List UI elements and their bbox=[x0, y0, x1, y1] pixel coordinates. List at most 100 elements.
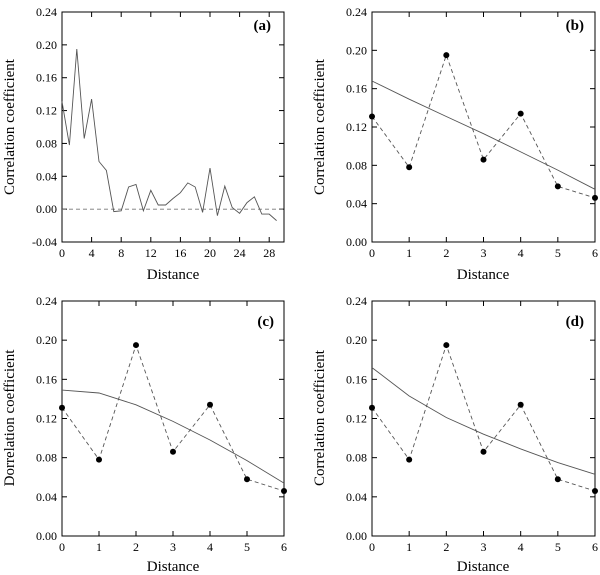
panel-label: (d) bbox=[566, 314, 584, 330]
x-tick-label: 3 bbox=[481, 540, 487, 554]
x-tick-label: 0 bbox=[59, 540, 65, 554]
data-point-observed bbox=[281, 487, 287, 494]
x-tick-label: 0 bbox=[59, 246, 65, 260]
x-tick-label: 4 bbox=[518, 246, 524, 260]
y-tick-label: 0.12 bbox=[36, 104, 57, 118]
x-tick-label: 2 bbox=[133, 540, 139, 554]
data-point-observed bbox=[592, 487, 598, 494]
x-axis-title: Distance bbox=[147, 559, 200, 575]
data-point-observed bbox=[133, 342, 139, 349]
y-tick-label: 0.16 bbox=[36, 372, 57, 386]
x-tick-label: 28 bbox=[263, 246, 275, 260]
series-line-observed bbox=[61, 343, 285, 492]
axis-ticks: 0 1 2 3 4 5 6 0.00 0.04 0.08 0.12 0.16 0.20 0.24 bbox=[346, 294, 598, 554]
y-tick-label: 0.12 bbox=[36, 412, 57, 426]
y-tick-label: 0.24 bbox=[346, 5, 367, 19]
y-axis-title: Correlation coefficient bbox=[312, 58, 328, 195]
y-tick-label: 0.08 bbox=[346, 451, 367, 465]
y-tick-label: 0.00 bbox=[346, 529, 367, 543]
plot-frame bbox=[61, 11, 285, 243]
x-tick-label: 1 bbox=[406, 246, 412, 260]
x-tick-label: 6 bbox=[592, 540, 598, 554]
x-tick-label: 4 bbox=[207, 540, 213, 554]
y-axis-title: Correlation coefficient bbox=[2, 58, 18, 195]
x-axis-title: Distance bbox=[457, 559, 510, 575]
data-point-observed bbox=[406, 164, 413, 171]
x-axis-title: Distance bbox=[457, 267, 510, 283]
y-tick-label: 0.20 bbox=[36, 38, 57, 52]
x-tick-label: 24 bbox=[234, 246, 246, 260]
data-point-observed bbox=[554, 476, 561, 483]
data-point-observed bbox=[369, 404, 375, 411]
y-tick-label: 0.24 bbox=[36, 5, 57, 19]
series-line-model bbox=[371, 367, 596, 475]
y-tick-label: 0.04 bbox=[346, 490, 367, 504]
panel-a: 0 4 8 12 16 20 24 28 -0.04 0.00 0.04 0.08 0.12 0.16 0.… bbox=[2, 5, 285, 283]
x-tick-label: 0 bbox=[369, 540, 375, 554]
series-line-observed bbox=[371, 343, 596, 492]
y-tick-label: 0.04 bbox=[36, 169, 57, 183]
series-line-model bbox=[61, 389, 285, 484]
x-tick-label: 5 bbox=[555, 540, 561, 554]
x-tick-label: 12 bbox=[145, 246, 157, 260]
y-tick-label: 0.24 bbox=[346, 294, 367, 308]
x-tick-label: 0 bbox=[369, 246, 375, 260]
plot-data bbox=[59, 342, 287, 494]
plot-frame bbox=[61, 300, 285, 537]
x-tick-label: 16 bbox=[174, 246, 186, 260]
y-tick-label: 0.08 bbox=[36, 451, 57, 465]
series-line-model bbox=[371, 80, 596, 190]
series-line-correlation bbox=[61, 48, 277, 221]
y-tick-label: 0.24 bbox=[36, 294, 57, 308]
axis-ticks: 0 1 2 3 4 5 6 0.00 0.04 0.08 0.12 0.16 0.20 0.24 bbox=[346, 5, 598, 260]
y-tick-label: 0.20 bbox=[346, 43, 367, 57]
y-tick-label: 0.20 bbox=[36, 333, 57, 347]
data-point-observed bbox=[443, 52, 450, 59]
plot-frame bbox=[371, 300, 596, 537]
y-tick-label: 0.04 bbox=[346, 197, 367, 211]
panel-b: 0 1 2 3 4 5 60.000.040.080.120.160.200.24 (b) … bbox=[312, 5, 598, 283]
panel-c: 0 1 2 3 4 5 60.000.040.080.120.160.200.24 (c) … bbox=[2, 294, 287, 575]
data-point-observed bbox=[369, 113, 375, 120]
axis-ticks: 0 4 8 12 16 20 24 28 -0.04 0.00 0.04 0.08 0.12 0.16 0.… bbox=[32, 5, 284, 260]
x-tick-label: 3 bbox=[170, 540, 176, 554]
y-tick-label: 0.16 bbox=[346, 372, 367, 386]
x-tick-label: 3 bbox=[481, 246, 487, 260]
data-point-observed bbox=[96, 456, 102, 463]
y-tick-label: 0.08 bbox=[346, 158, 367, 172]
data-point-observed bbox=[592, 194, 598, 201]
y-axis-title: Dorrelation coefficient bbox=[2, 349, 18, 487]
y-tick-label: 0.00 bbox=[346, 235, 367, 249]
plot-frame bbox=[371, 11, 596, 243]
series-line-observed bbox=[371, 53, 596, 199]
y-tick-label: 0.20 bbox=[346, 333, 367, 347]
plot-data bbox=[369, 52, 598, 201]
axis-ticks: 0 1 2 3 4 5 6 0.00 0.04 0.08 0.12 0.16 0.20 0.24 bbox=[36, 294, 287, 554]
x-tick-label: 2 bbox=[443, 540, 449, 554]
y-axis-title: Correlation coefficient bbox=[312, 349, 328, 486]
x-tick-label: 20 bbox=[204, 246, 216, 260]
x-tick-label: 8 bbox=[118, 246, 124, 260]
data-point-observed bbox=[517, 110, 524, 117]
x-tick-label: 5 bbox=[244, 540, 250, 554]
y-tick-label: 0.16 bbox=[36, 71, 57, 85]
x-tick-label: 5 bbox=[555, 246, 561, 260]
y-tick-label: 0.00 bbox=[36, 529, 57, 543]
panel-label: (b) bbox=[566, 18, 584, 34]
y-tick-label: 0.12 bbox=[346, 412, 367, 426]
x-tick-label: 1 bbox=[96, 540, 102, 554]
y-tick-label: 0.08 bbox=[36, 136, 57, 150]
data-point-observed bbox=[554, 183, 561, 190]
panel-d: 0 1 2 3 4 5 60.000.040.080.120.160.200.24 (d) … bbox=[312, 294, 598, 575]
y-tick-label: 0.04 bbox=[36, 490, 57, 504]
x-tick-label: 1 bbox=[406, 540, 412, 554]
x-tick-label: 6 bbox=[592, 246, 598, 260]
data-point-observed bbox=[443, 342, 450, 349]
data-point-observed bbox=[207, 401, 213, 408]
y-tick-label: -0.04 bbox=[32, 235, 57, 249]
x-tick-label: 2 bbox=[443, 246, 449, 260]
plot-data bbox=[369, 342, 598, 494]
y-tick-label: 0.00 bbox=[36, 202, 57, 216]
data-point-observed bbox=[517, 401, 524, 408]
